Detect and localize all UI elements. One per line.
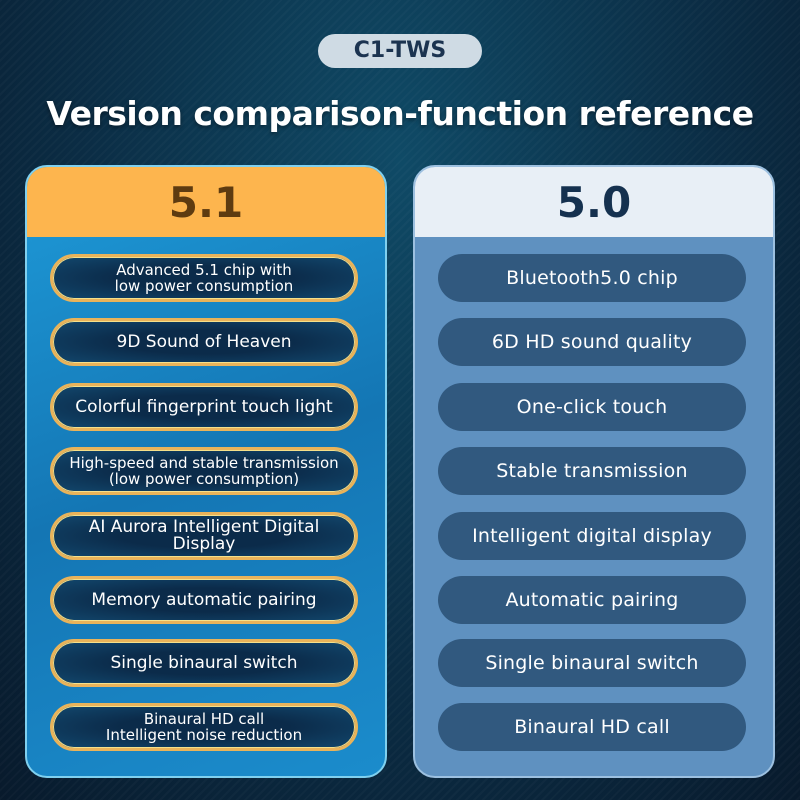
feature-item: One-click touch: [438, 383, 746, 431]
feature-label: 9D Sound of Heaven: [116, 331, 292, 352]
feature-label: Intelligent digital display: [472, 525, 712, 547]
feature-item: AI Aurora Intelligent Digital Display: [50, 512, 358, 560]
feature-label: High-speed and stable transmission (low …: [69, 454, 339, 488]
version-5-0-header: 5.0: [415, 167, 773, 237]
feature-item: Stable transmission: [438, 447, 746, 495]
feature-label: AI Aurora Intelligent Digital Display: [88, 517, 320, 554]
feature-item: Single binaural switch: [438, 639, 746, 687]
feature-label: Single binaural switch: [110, 652, 298, 673]
feature-label: Bluetooth5.0 chip: [506, 267, 678, 289]
feature-item: Binaural HD call: [438, 703, 746, 751]
feature-item: Colorful fingerprint touch light: [50, 383, 358, 431]
feature-label: Memory automatic pairing: [91, 589, 317, 610]
feature-label: Binaural HD call Intelligent noise reduc…: [105, 710, 303, 744]
feature-item: Single binaural switch: [50, 639, 358, 687]
feature-label: One-click touch: [516, 396, 668, 418]
feature-label: 6D HD sound quality: [491, 331, 693, 353]
feature-label: Binaural HD call: [514, 716, 670, 738]
feature-item: 6D HD sound quality: [438, 318, 746, 366]
feature-item: 9D Sound of Heaven: [50, 318, 358, 366]
feature-label: Stable transmission: [496, 460, 688, 482]
feature-item: Binaural HD call Intelligent noise reduc…: [50, 703, 358, 751]
feature-label: Automatic pairing: [505, 589, 679, 611]
page-title: Version comparison-function reference: [46, 94, 754, 133]
version-5-1-card: 5.1 Advanced 5.1 chip with low power con…: [25, 165, 387, 778]
feature-label: Colorful fingerprint touch light: [75, 396, 333, 417]
version-5-1-header: 5.1: [27, 167, 385, 237]
feature-item: Advanced 5.1 chip with low power consump…: [50, 254, 358, 302]
model-badge: C1-TWS: [318, 34, 482, 68]
version-5-0-card: 5.0 Bluetooth5.0 chip 6D HD sound quality…: [413, 165, 775, 778]
feature-item: High-speed and stable transmission (low …: [50, 447, 358, 495]
feature-item: Memory automatic pairing: [50, 576, 358, 624]
feature-label: Advanced 5.1 chip with low power consump…: [114, 261, 294, 295]
feature-item: Automatic pairing: [438, 576, 746, 624]
feature-label: Single binaural switch: [485, 652, 699, 674]
feature-item: Intelligent digital display: [438, 512, 746, 560]
feature-item: Bluetooth5.0 chip: [438, 254, 746, 302]
